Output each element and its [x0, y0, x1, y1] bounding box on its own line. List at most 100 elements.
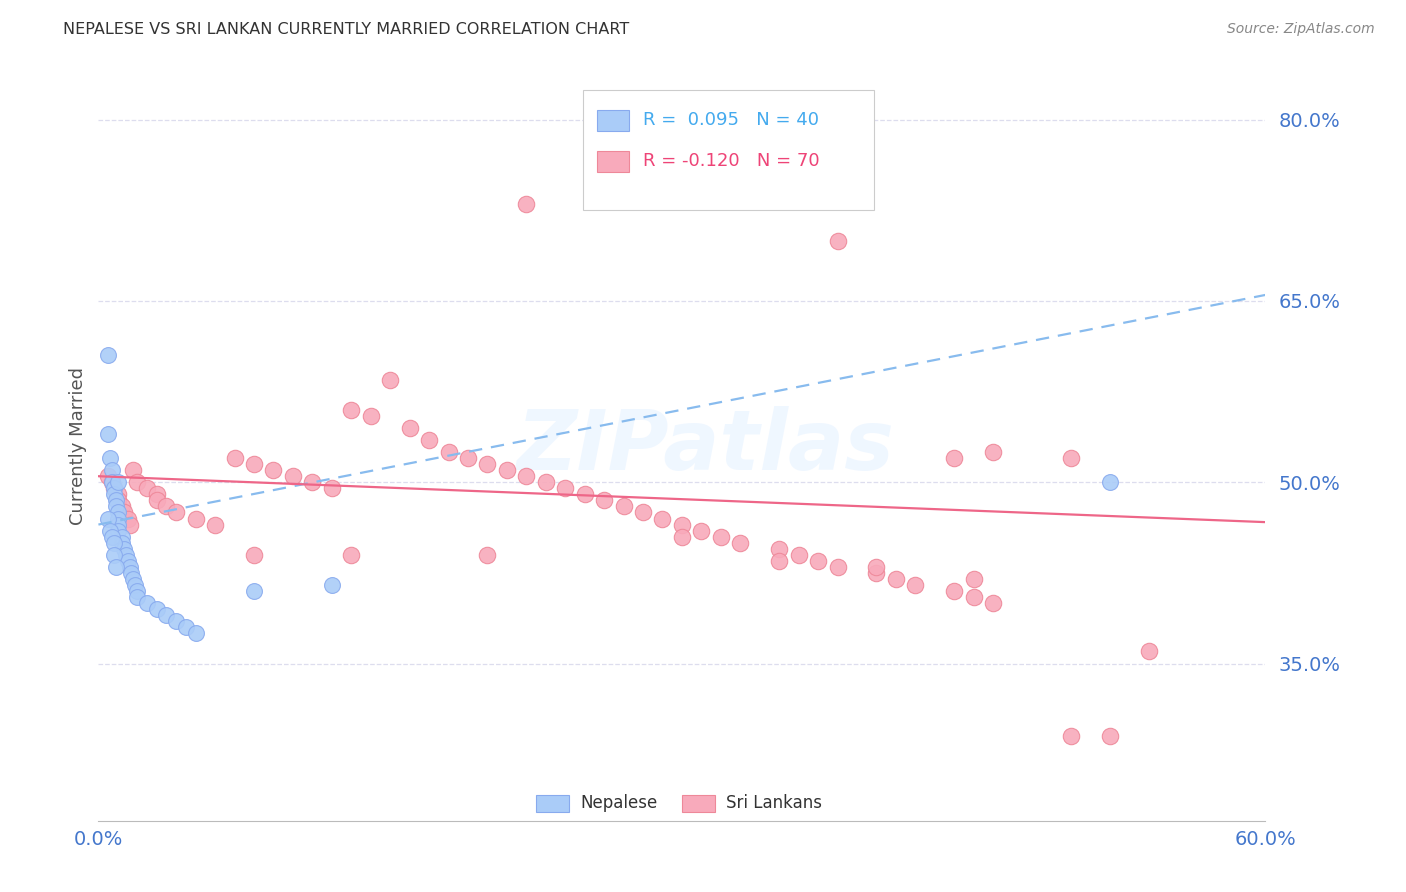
Point: [136, 596, 159, 610]
Point: [574, 487, 596, 501]
Point: [496, 463, 519, 477]
Point: [943, 451, 966, 466]
Point: [981, 445, 1004, 459]
Text: NEPALESE VS SRI LANKAN CURRENTLY MARRIED CORRELATION CHART: NEPALESE VS SRI LANKAN CURRENTLY MARRIED…: [63, 22, 630, 37]
Point: [101, 475, 124, 490]
Point: [865, 566, 887, 580]
Point: [165, 506, 187, 520]
Point: [98, 524, 121, 538]
Point: [146, 493, 169, 508]
Point: [321, 481, 343, 495]
Point: [1060, 729, 1083, 743]
Point: [262, 463, 284, 477]
Point: [117, 511, 139, 525]
Point: [111, 535, 134, 549]
Point: [515, 469, 537, 483]
Point: [101, 463, 124, 477]
Point: [124, 578, 146, 592]
Point: [107, 506, 129, 520]
Point: [146, 487, 169, 501]
Point: [243, 548, 266, 562]
Point: [962, 590, 984, 604]
Point: [98, 451, 121, 466]
Point: [827, 234, 849, 248]
FancyBboxPatch shape: [536, 795, 568, 812]
Point: [122, 463, 145, 477]
Text: R =  0.095   N = 40: R = 0.095 N = 40: [644, 112, 820, 129]
Text: Nepalese: Nepalese: [581, 795, 658, 813]
Point: [107, 493, 129, 508]
Point: [360, 409, 382, 423]
Point: [768, 541, 790, 556]
Point: [243, 584, 266, 599]
Point: [204, 517, 226, 532]
Point: [224, 451, 246, 466]
Point: [103, 481, 125, 495]
Point: [631, 506, 654, 520]
Text: R = -0.120   N = 70: R = -0.120 N = 70: [644, 153, 820, 170]
Point: [118, 517, 141, 532]
Point: [340, 548, 363, 562]
Point: [103, 481, 125, 495]
Point: [107, 524, 129, 538]
FancyBboxPatch shape: [582, 90, 875, 210]
Point: [457, 451, 479, 466]
Point: [1098, 475, 1121, 490]
Text: Sri Lankans: Sri Lankans: [727, 795, 823, 813]
Point: [710, 530, 733, 544]
Point: [904, 578, 927, 592]
Point: [97, 348, 120, 362]
Point: [155, 608, 177, 623]
Point: [117, 554, 139, 568]
Point: [165, 614, 187, 628]
Point: [103, 487, 125, 501]
Point: [118, 559, 141, 574]
Point: [127, 590, 149, 604]
Point: [107, 487, 129, 501]
Point: [243, 457, 266, 471]
Point: [146, 602, 169, 616]
Point: [380, 372, 402, 386]
Point: [690, 524, 713, 538]
Point: [103, 535, 125, 549]
Point: [477, 548, 499, 562]
Point: [127, 475, 149, 490]
Point: [111, 500, 134, 514]
Point: [103, 548, 125, 562]
Point: [418, 433, 440, 447]
Point: [107, 517, 129, 532]
Point: [671, 517, 693, 532]
FancyBboxPatch shape: [596, 151, 630, 172]
Point: [515, 197, 537, 211]
Point: [101, 530, 124, 544]
Point: [112, 506, 135, 520]
Y-axis label: Currently Married: Currently Married: [69, 367, 87, 525]
Point: [1060, 451, 1083, 466]
Point: [104, 559, 127, 574]
Point: [136, 481, 159, 495]
Point: [477, 457, 499, 471]
Point: [1137, 644, 1160, 658]
Point: [943, 584, 966, 599]
Point: [554, 481, 576, 495]
Point: [97, 469, 120, 483]
Point: [398, 421, 420, 435]
Text: Source: ZipAtlas.com: Source: ZipAtlas.com: [1227, 22, 1375, 37]
Point: [114, 548, 136, 562]
Point: [437, 445, 460, 459]
Point: [155, 500, 177, 514]
FancyBboxPatch shape: [596, 110, 630, 130]
Point: [104, 500, 127, 514]
Point: [593, 493, 616, 508]
Point: [827, 559, 849, 574]
Point: [111, 530, 134, 544]
Point: [981, 596, 1004, 610]
Point: [301, 475, 323, 490]
Point: [865, 559, 887, 574]
Point: [122, 572, 145, 586]
FancyBboxPatch shape: [682, 795, 714, 812]
Point: [121, 566, 143, 580]
Point: [107, 511, 129, 525]
Point: [281, 469, 304, 483]
Point: [97, 426, 120, 441]
